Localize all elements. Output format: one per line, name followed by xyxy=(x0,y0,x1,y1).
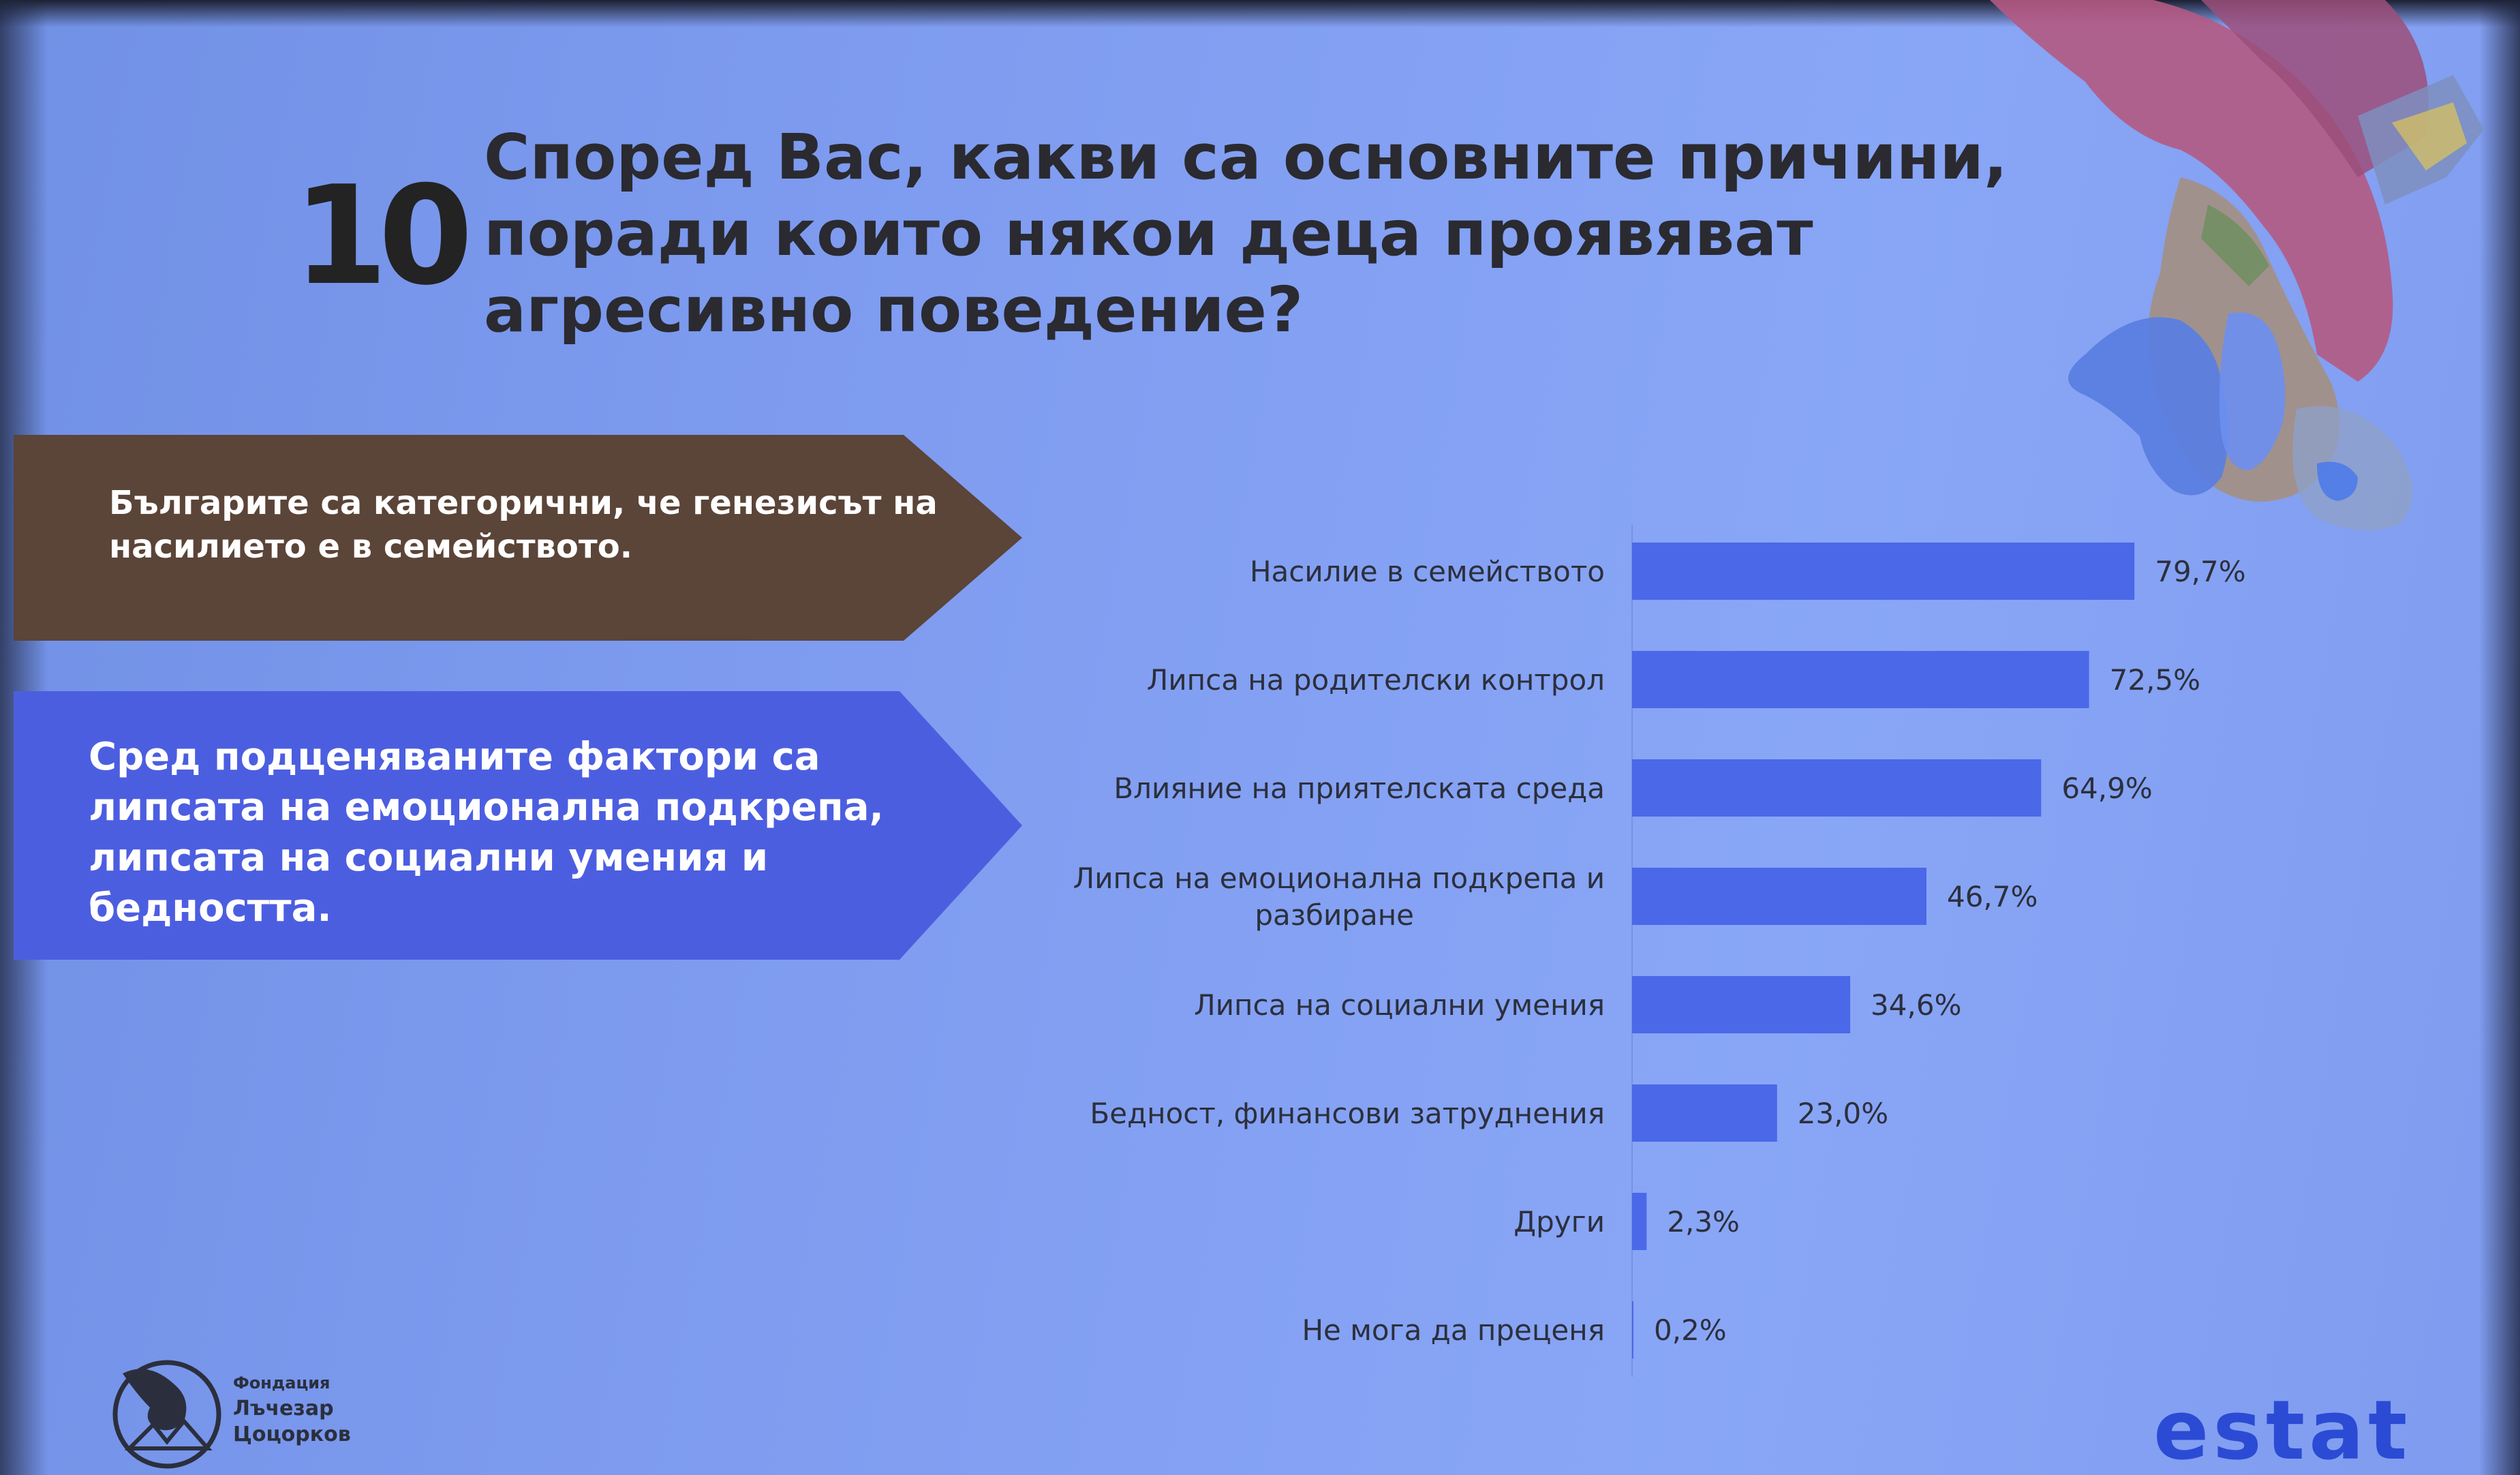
category-label-6: Други xyxy=(1513,1205,1605,1238)
value-label-7: 0,2% xyxy=(1654,1313,1727,1347)
callout-underestimated-factors-text: Сред подценяваните фактори са липсата на… xyxy=(89,735,884,930)
bar-4 xyxy=(1632,976,1851,1033)
bar-6 xyxy=(1632,1193,1647,1250)
bar-2 xyxy=(1632,759,2042,817)
question-number: 10 xyxy=(293,157,473,316)
value-label-3: 46,7% xyxy=(1947,880,2038,913)
callout-family-origin: Българите са категорични, че генезисът н… xyxy=(14,435,1022,641)
foundation-line2: Лъчезар xyxy=(233,1397,334,1420)
category-label-4: Липса на социални умения xyxy=(1194,988,1605,1022)
callout-family-origin-text: Българите са категорични, че генезисът н… xyxy=(109,484,938,566)
category-label-2: Влияние на приятелската среда xyxy=(1113,772,1605,805)
bar-7 xyxy=(1632,1301,1633,1358)
foundation-logo-text: Фондация Лъчезар Цоцорков xyxy=(233,1370,410,1448)
category-label-5: Бедност, финансови затруднения xyxy=(1090,1097,1605,1130)
value-label-6: 2,3% xyxy=(1667,1205,1740,1238)
question-title: Според Вас, какви са основните причини, … xyxy=(484,121,2008,346)
callout-underestimated-factors: Сред подценяваните фактори са липсата на… xyxy=(14,691,1022,960)
foundation-line3: Цоцорков xyxy=(233,1423,351,1446)
value-label-1: 72,5% xyxy=(2110,663,2200,697)
value-label-2: 64,9% xyxy=(2061,772,2152,805)
category-label-0: Насилие в семейството xyxy=(1250,555,1605,588)
category-label-7: Не мога да преценя xyxy=(1302,1313,1605,1347)
category-label-1: Липса на родителски контрол xyxy=(1147,663,1605,697)
clasped-hands-illustration xyxy=(1990,0,2484,530)
value-label-5: 23,0% xyxy=(1798,1097,1888,1130)
bar-0 xyxy=(1632,543,2135,600)
category-label-3: Липса на емоционална подкрепа и разбиране xyxy=(1073,862,1605,932)
bar-chart: 79,7% Насилие в семейството 72,5% Липса на … xyxy=(1073,525,2246,1377)
value-label-4: 34,6% xyxy=(1871,988,1961,1022)
bird-in-circle-icon xyxy=(112,1360,221,1469)
bar-3 xyxy=(1632,868,1926,925)
estat-logo: estat xyxy=(2153,1384,2412,1475)
bar-1 xyxy=(1632,651,2089,708)
value-label-0: 79,7% xyxy=(2155,555,2245,588)
foundation-line1: Фондация xyxy=(233,1373,331,1393)
screen-frame-right xyxy=(2479,0,2520,1475)
bar-5 xyxy=(1632,1084,1777,1142)
